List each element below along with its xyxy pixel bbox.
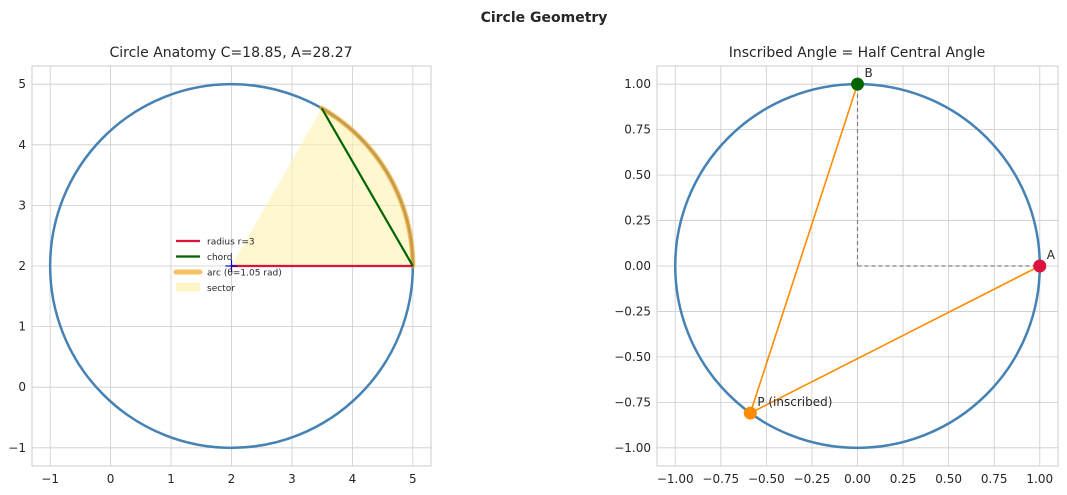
tick-labels: −1.00 −0.75 −0.50 −0.25 0.00 0.25 0.50 0.75 1.00… [614,77,1053,486]
point-p [743,406,757,420]
inscribed-line [749,83,859,414]
y-tick-label: −0.75 [614,395,651,409]
x-tick-label: 0.75 [981,472,1008,486]
chord-line [320,107,414,267]
x-tick-label: −0.50 [748,472,785,486]
plot-content: A B P (inscribed) [673,66,1056,450]
legend-label: chord [207,253,232,263]
y-tick-label: 0.50 [624,168,651,182]
y-tick-label: −1.00 [614,441,651,455]
y-tick-label: 1 [18,320,26,334]
legend: radius r=3 chord arc (θ=1.05 rad) sector [173,238,282,294]
y-tick-label: 5 [18,77,26,91]
y-tick-label: 0.75 [624,123,651,137]
x-tick-label: 2 [228,472,236,486]
point-b [851,77,864,91]
arc-line [319,105,416,269]
plot-frame [31,65,432,467]
point-a [1033,259,1047,273]
y-tick-label: −0.50 [614,350,651,364]
x-tick-label: 0.00 [844,472,871,486]
x-tick-label: 4 [349,472,357,486]
x-tick-label: 5 [409,472,417,486]
chart-title: Inscribed Angle = Half Central Angle [729,45,986,61]
y-tick-label: 4 [18,138,26,152]
point-label-p: P (inscribed) [757,395,832,409]
y-tick-label: −0.25 [614,304,651,318]
x-tick-label: −0.25 [794,472,831,486]
legend-label: radius r=3 [207,238,255,248]
circle-anatomy-chart: −1 0 1 2 3 4 5 −1 0 1 2 3 4 5 Circle Anatomy C=18.85,… [8,45,432,486]
legend-swatch-sector [176,282,200,292]
inscribed-angle-chart: A B P (inscribed) −1.00 −0.75 −0.50 −0.25 0.00… [614,45,1059,486]
x-tick-label: −1 [41,472,59,486]
x-tick-label: 1.00 [1026,472,1053,486]
legend-label: arc (θ=1.05 rad) [207,269,282,279]
y-tick-label: 3 [18,198,26,212]
plot-content [48,82,416,450]
y-tick-label: 2 [18,259,26,273]
y-tick-label: 0.00 [624,259,651,273]
point-label-b: B [865,66,873,80]
plot-frame [656,65,1059,467]
y-tick-label: −1 [8,441,26,455]
x-tick-label: 0.50 [935,472,962,486]
y-tick-label: 0 [18,380,26,394]
x-tick-label: −0.75 [702,472,739,486]
chart-title: Circle Anatomy C=18.85, A=28.27 [109,45,352,61]
x-tick-label: −1.00 [657,472,694,486]
x-tick-label: 0.25 [890,472,917,486]
inscribed-line [749,265,1041,414]
legend-label: sector [207,284,235,294]
point-label-a: A [1047,248,1056,262]
x-tick-label: 1 [167,472,175,486]
tick-labels: −1 0 1 2 3 4 5 −1 0 1 2 3 4 5 [8,77,416,486]
x-tick-label: 3 [288,472,296,486]
y-tick-label: 1.00 [624,77,651,91]
x-tick-label: 0 [107,472,115,486]
y-tick-label: 0.25 [624,214,651,228]
figure-title: Circle Geometry [481,10,608,26]
